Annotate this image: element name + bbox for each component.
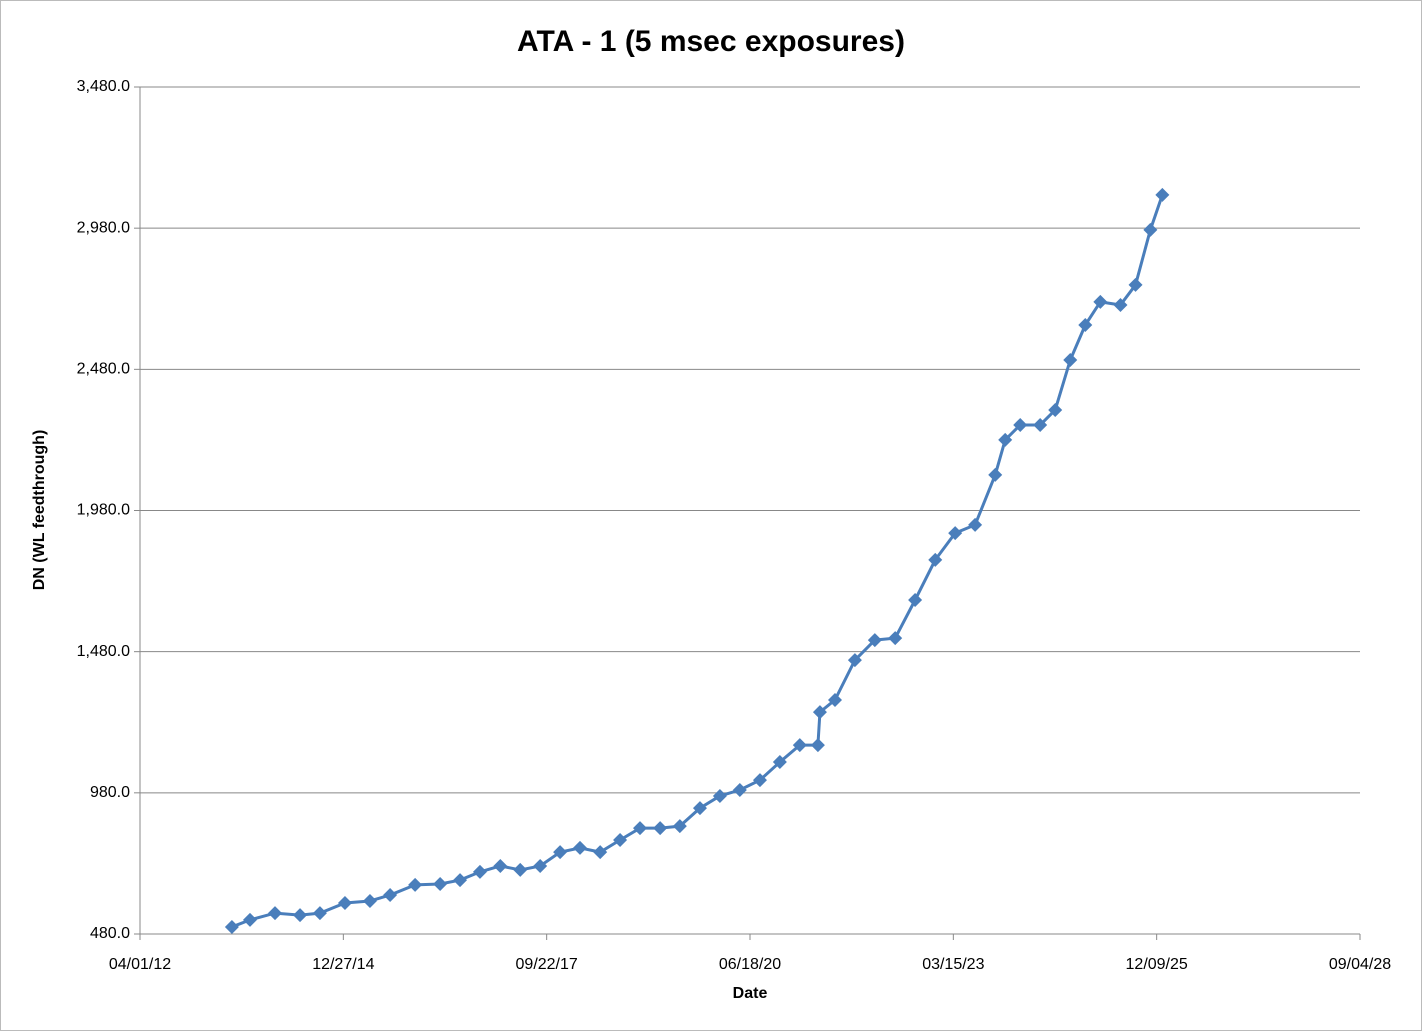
data-point bbox=[810, 738, 825, 753]
data-point bbox=[712, 788, 727, 803]
data-point bbox=[362, 893, 377, 908]
data-point bbox=[453, 873, 468, 888]
data-point bbox=[692, 801, 707, 816]
data-point bbox=[867, 633, 882, 648]
data-point bbox=[243, 912, 258, 927]
data-point bbox=[513, 862, 528, 877]
data-point bbox=[792, 738, 807, 753]
x-tick-label: 12/27/14 bbox=[312, 956, 374, 973]
data-point bbox=[632, 821, 647, 836]
data-point bbox=[847, 653, 862, 668]
data-point bbox=[1063, 353, 1078, 368]
data-point bbox=[1113, 297, 1128, 312]
data-point bbox=[268, 906, 283, 921]
data-point bbox=[1155, 187, 1170, 202]
data-point bbox=[1033, 417, 1048, 432]
y-tick-label: 1,480.0 bbox=[77, 643, 130, 660]
y-tick-label: 1,980.0 bbox=[77, 502, 130, 519]
data-point bbox=[312, 906, 327, 921]
data-point bbox=[1093, 294, 1108, 309]
data-point bbox=[1078, 318, 1093, 333]
y-tick-label: 2,980.0 bbox=[77, 219, 130, 236]
data-point bbox=[827, 692, 842, 707]
x-axis-title: Date bbox=[733, 985, 768, 1002]
data-point bbox=[1013, 417, 1028, 432]
data-point bbox=[772, 755, 787, 770]
y-tick-label: 3,480.0 bbox=[77, 78, 130, 95]
data-point bbox=[337, 895, 352, 910]
data-point bbox=[493, 858, 508, 873]
data-point bbox=[613, 832, 628, 847]
x-tick-label: 06/18/20 bbox=[719, 956, 781, 973]
data-point bbox=[732, 783, 747, 798]
data-point bbox=[888, 631, 903, 646]
y-tick-label: 980.0 bbox=[90, 784, 130, 801]
data-point bbox=[812, 705, 827, 720]
data-point bbox=[553, 845, 568, 860]
data-point bbox=[533, 858, 548, 873]
data-point bbox=[593, 845, 608, 860]
data-point bbox=[968, 517, 983, 532]
x-tick-label: 12/09/25 bbox=[1126, 956, 1188, 973]
data-point bbox=[472, 864, 487, 879]
data-point bbox=[408, 877, 423, 892]
data-point bbox=[988, 467, 1003, 482]
chart-title: ATA - 1 (5 msec exposures) bbox=[517, 25, 905, 58]
data-point bbox=[998, 432, 1013, 447]
x-tick-label: 09/04/28 bbox=[1329, 956, 1391, 973]
data-point bbox=[1143, 222, 1158, 237]
x-tick-label: 09/22/17 bbox=[516, 956, 578, 973]
data-point bbox=[908, 592, 923, 607]
data-point bbox=[672, 819, 687, 834]
data-point bbox=[948, 526, 963, 541]
data-point bbox=[224, 919, 239, 934]
data-point bbox=[653, 821, 668, 836]
data-point bbox=[1048, 402, 1063, 417]
data-point bbox=[1128, 277, 1143, 292]
data-point bbox=[383, 888, 398, 903]
data-point bbox=[293, 908, 308, 923]
x-tick-label: 04/01/12 bbox=[109, 956, 171, 973]
y-axis-title: DN (WL feedthrough) bbox=[31, 430, 48, 591]
data-point bbox=[433, 877, 448, 892]
data-point bbox=[928, 552, 943, 567]
y-tick-label: 480.0 bbox=[90, 925, 130, 942]
y-tick-label: 2,480.0 bbox=[77, 361, 130, 378]
data-point bbox=[752, 773, 767, 788]
x-tick-label: 03/15/23 bbox=[922, 956, 984, 973]
data-point bbox=[573, 840, 588, 855]
